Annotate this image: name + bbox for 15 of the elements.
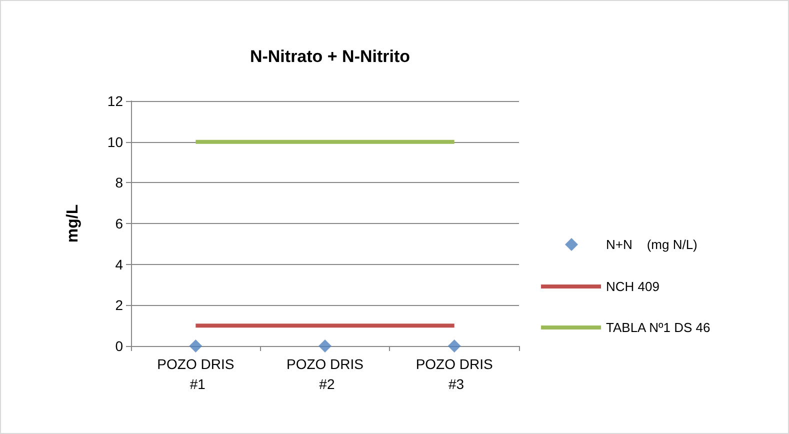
x-tick-label: POZO DRIS #3 [416, 356, 493, 392]
legend-label: N+N (mg N/L) [606, 237, 698, 252]
y-tick-label: 6 [115, 216, 124, 232]
y-tick-label: 2 [115, 297, 124, 314]
y-tick-label: 0 [115, 338, 124, 354]
x-tick-label: POZO DRIS #2 [286, 356, 364, 392]
legend-label: NCH 409 [606, 279, 660, 294]
legend-label: TABLA Nº1 DS 46 [606, 320, 710, 335]
x-tick-label: POZO DRIS #1 [157, 356, 234, 392]
y-tick-label: 4 [115, 256, 124, 272]
chart-title: N-Nitrato + N-Nitrito [250, 47, 410, 66]
y-tick-label: 12 [107, 93, 124, 109]
y-tick-label: 10 [107, 134, 124, 150]
y-tick-label: 8 [115, 174, 124, 191]
y-axis-title: mg/L [64, 204, 82, 243]
